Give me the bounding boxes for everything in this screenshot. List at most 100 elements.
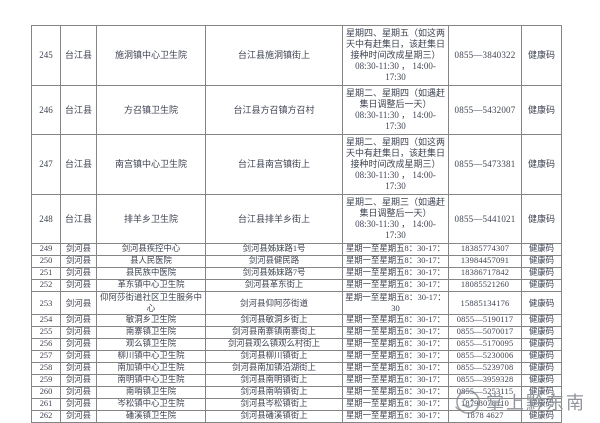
health-code-cell: 健康码 xyxy=(521,410,562,423)
row-number-cell: 250 xyxy=(31,255,61,268)
schedule-cell: 星期一至星期五8：30-17： xyxy=(342,362,449,376)
table-row: 255 剑河县 南寨镇卫生院 剑河县南寨镇南寨街上 星期一至星期五8：30-17： 085… xyxy=(31,326,562,340)
address-cell: 剑河县磻溪镇街上 xyxy=(205,410,343,423)
table-row: 259 剑河县 南明镇中心卫生院 剑河县南明镇街上 星期一至星期五8：30-17： 085… xyxy=(31,374,562,388)
health-code-cell: 健康码 xyxy=(521,338,562,352)
table-row: 250 剑河县 县人民医院 剑河县健民路 星期一至星期五8：30-17： 13984457… xyxy=(31,255,562,268)
schedule-cell: 星期一至星期五8：30-17： xyxy=(342,350,449,364)
schedule-cell: 星期一至星期五8：30-17： xyxy=(342,279,449,292)
address-cell: 剑河县健民路 xyxy=(205,255,343,268)
county-cell: 剑河县 xyxy=(60,362,97,376)
phone-cell: 0855—5473381 xyxy=(448,134,522,195)
row-number-cell: 259 xyxy=(31,374,61,388)
table-body: 245 台江县 施洞镇中心卫生院 台江县施洞镇街上 星期四、星期五（如这两天中有赶集日，… xyxy=(31,25,562,423)
institution-cell: 南寨镇卫生院 xyxy=(96,326,206,340)
schedule-cell: 星期一至星期五8：30-17： xyxy=(342,267,449,280)
table-row: 260 剑河县 南哨镇卫生院 剑河县南哨镇街上 星期一至星期五8：30-17： 0855—… xyxy=(31,386,562,400)
institution-cell: 磻溪镇卫生院 xyxy=(96,410,206,423)
health-code-cell: 健康码 xyxy=(521,290,562,316)
institution-cell: 施洞镇中心卫生院 xyxy=(96,25,206,86)
table-row: 252 剑河县 革东镇中心卫生院 剑河县革东街上 星期一至星期五8：30-17： 1808… xyxy=(31,279,562,292)
institution-cell: 县人民医院 xyxy=(96,255,206,268)
phone-cell: 0855—5230006 xyxy=(448,350,522,364)
address-cell: 剑河县敏洞乡街上 xyxy=(205,314,343,328)
county-cell: 台江县 xyxy=(60,85,97,135)
table-row: 251 剑河县 县民族中医院 剑河县姊妹路7号 星期一至星期五8：30-17： 18386… xyxy=(31,267,562,280)
row-number-cell: 256 xyxy=(31,338,61,352)
address-cell: 剑河县南明镇街上 xyxy=(205,374,343,388)
health-code-cell: 健康码 xyxy=(521,326,562,340)
institution-cell: 岑松镇中心卫生院 xyxy=(96,398,206,412)
health-code-cell: 健康码 xyxy=(521,255,562,268)
county-cell: 剑河县 xyxy=(60,243,97,256)
address-cell: 剑河县南寨镇南寨街上 xyxy=(205,326,343,340)
address-cell: 台江县南宫镇街上 xyxy=(205,134,343,195)
table-row: 254 剑河县 敏洞乡卫生院 剑河县敏洞乡街上 星期一至星期五8：30-17： 0855—… xyxy=(31,314,562,328)
table-row: 256 剑河县 观么镇卫生院 剑河县观么镇观么村街上 星期一至星期五8：30-17： 08… xyxy=(31,338,562,352)
county-cell: 台江县 xyxy=(60,134,97,195)
schedule-cell: 星期一至星期五8：30-17： xyxy=(342,255,449,268)
county-cell: 剑河县 xyxy=(60,279,97,292)
table-row: 257 剑河县 柳川镇中心卫生院 剑河县柳川镇街上 星期一至星期五8：30-17： 085… xyxy=(31,350,562,364)
phone-cell: 18085521260 xyxy=(448,279,522,292)
county-cell: 台江县 xyxy=(60,194,97,244)
health-code-cell: 健康码 xyxy=(521,398,562,412)
institution-cell: 观么镇卫生院 xyxy=(96,338,206,352)
institution-cell: 方召镇卫生院 xyxy=(96,85,206,135)
table-row: 253 剑河县 仰阿莎街道社区卫生服务中心 剑河县仰阿莎街道 星期一至星期五8：30-1… xyxy=(31,290,562,316)
institution-cell: 革东镇中心卫生院 xyxy=(96,279,206,292)
row-number-cell: 260 xyxy=(31,386,61,400)
institution-cell: 南加镇中心卫生院 xyxy=(96,362,206,376)
phone-cell: 0855—5190117 xyxy=(448,314,522,328)
row-number-cell: 246 xyxy=(31,85,61,135)
phone-cell: 1878 4627 xyxy=(448,410,522,423)
health-code-cell: 健康码 xyxy=(521,267,562,280)
address-cell: 剑河县南加镇沿湖街上 xyxy=(205,362,343,376)
health-code-cell: 健康码 xyxy=(521,374,562,388)
address-cell: 剑河县观么镇观么村街上 xyxy=(205,338,343,352)
row-number-cell: 245 xyxy=(31,25,61,86)
address-cell: 台江县排羊乡街上 xyxy=(205,194,343,244)
row-number-cell: 261 xyxy=(31,398,61,412)
county-cell: 剑河县 xyxy=(60,314,97,328)
address-cell: 剑河县仰阿莎街道 xyxy=(205,290,343,316)
county-cell: 剑河县 xyxy=(60,267,97,280)
address-cell: 剑河县南哨镇街上 xyxy=(205,386,343,400)
row-number-cell: 252 xyxy=(31,279,61,292)
schedule-cell: 星期一至星期五8：30-17： xyxy=(342,326,449,340)
table-row: 262 剑河县 磻溪镇卫生院 剑河县磻溪镇街上 星期一至星期五8：30-17： 1878 … xyxy=(31,410,562,423)
schedule-cell: 星期一至星期五8：30-17： xyxy=(342,314,449,328)
table-row: 245 台江县 施洞镇中心卫生院 台江县施洞镇街上 星期四、星期五（如这两天中有赶集日，… xyxy=(31,25,562,86)
table-row: 248 台江县 排羊乡卫生院 台江县排羊乡街上 星期二、星期三（如遇赶集日调整后一天） … xyxy=(31,194,562,244)
institution-cell: 柳川镇中心卫生院 xyxy=(96,350,206,364)
schedule-cell: 星期一至星期五8：30-17： xyxy=(342,338,449,352)
institution-cell: 敏洞乡卫生院 xyxy=(96,314,206,328)
phone-cell: 0855—5432007 xyxy=(448,85,522,135)
county-cell: 台江县 xyxy=(60,25,97,86)
phone-cell: 18386717842 xyxy=(448,267,522,280)
address-cell: 剑河县姊妹路1号 xyxy=(205,243,343,256)
institution-cell: 南明镇中心卫生院 xyxy=(96,374,206,388)
row-number-cell: 249 xyxy=(31,243,61,256)
health-code-cell: 健康码 xyxy=(521,134,562,195)
phone-cell: 18385774307 xyxy=(448,243,522,256)
county-cell: 剑河县 xyxy=(60,326,97,340)
phone-cell: 0855—3840322 xyxy=(448,25,522,86)
county-cell: 剑河县 xyxy=(60,255,97,268)
schedule-cell: 星期一至星期五8：30-17： xyxy=(342,374,449,388)
county-cell: 剑河县 xyxy=(60,410,97,423)
phone-cell: 0855—5441021 xyxy=(448,194,522,244)
row-number-cell: 253 xyxy=(31,290,61,316)
county-cell: 剑河县 xyxy=(60,338,97,352)
health-code-cell: 健康码 xyxy=(521,350,562,364)
health-code-cell: 健康码 xyxy=(521,362,562,376)
table-row: 247 台江县 南宫镇中心卫生院 台江县南宫镇街上 星期二、星期四（如这两天中有赶集日，… xyxy=(31,134,562,195)
phone-cell: 0855—5253115 xyxy=(448,386,522,400)
schedule-cell: 星期一至星期五8：30-17： xyxy=(342,386,449,400)
schedule-cell: 星期二、星期四（如这两天中有赶集日，该赶集日接种时间改成星期三） 08:30-1… xyxy=(342,134,449,195)
institution-cell: 南宫镇中心卫生院 xyxy=(96,134,206,195)
row-number-cell: 255 xyxy=(31,326,61,340)
row-number-cell: 258 xyxy=(31,362,61,376)
county-cell: 剑河县 xyxy=(60,398,97,412)
